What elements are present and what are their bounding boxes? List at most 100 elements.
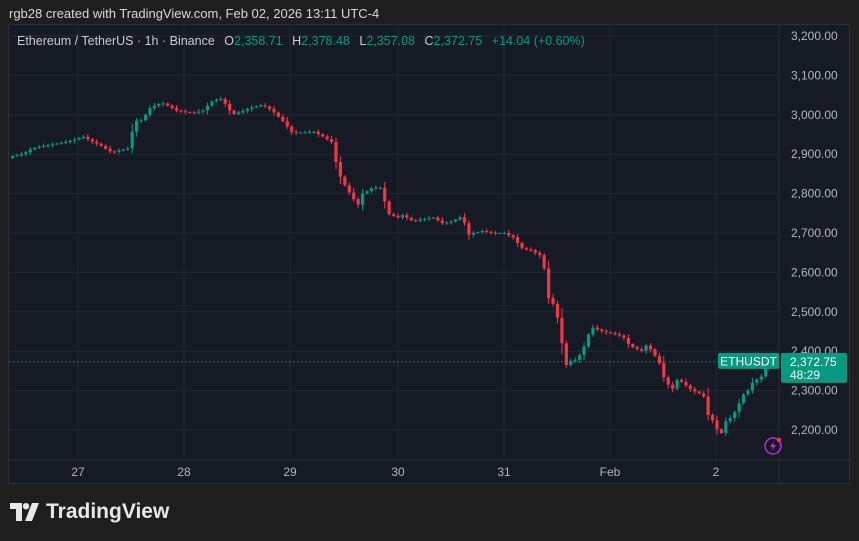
last-price-value: 2,372.75 bbox=[790, 355, 837, 369]
candle-body bbox=[582, 346, 586, 356]
candle-body bbox=[724, 421, 728, 434]
candle-body bbox=[90, 139, 94, 142]
low-label: L bbox=[359, 34, 367, 48]
candle-body bbox=[329, 139, 334, 142]
candle-body bbox=[387, 201, 391, 215]
symbol-label: Ethereum / TetherUS · 1h · Binance bbox=[17, 34, 215, 48]
candle-body bbox=[46, 145, 50, 147]
candle-body bbox=[511, 235, 515, 238]
candle-body bbox=[391, 214, 396, 216]
candle-body bbox=[383, 187, 387, 202]
candle-body bbox=[148, 108, 152, 115]
candle-body bbox=[644, 345, 648, 351]
y-tick-label: 2,300.00 bbox=[791, 384, 838, 398]
candle-body bbox=[334, 141, 338, 163]
candle-body bbox=[316, 131, 320, 135]
candle-body bbox=[746, 390, 750, 395]
candle-body bbox=[418, 219, 422, 221]
candle-body bbox=[374, 187, 378, 189]
candle-body bbox=[737, 403, 741, 413]
candle-body bbox=[485, 231, 489, 233]
candle-body bbox=[104, 145, 108, 149]
candle-body bbox=[520, 242, 524, 249]
candle-body bbox=[715, 420, 719, 430]
candle-body bbox=[679, 379, 684, 382]
candle-body bbox=[396, 215, 400, 218]
candle-body bbox=[547, 268, 551, 299]
candle-body bbox=[542, 255, 546, 269]
candle-body bbox=[210, 101, 214, 106]
candle-body bbox=[143, 114, 148, 121]
candle-body bbox=[755, 379, 759, 383]
candle-body bbox=[33, 147, 37, 150]
candle-body bbox=[157, 104, 161, 106]
chart-panel[interactable]: 2,200.00 2,300.00 2,400.00 2,500.00 2,600.00… bbox=[8, 24, 851, 485]
candle-body bbox=[480, 231, 484, 233]
candle-body bbox=[498, 233, 502, 234]
candle-body bbox=[245, 108, 249, 111]
candle-body bbox=[653, 349, 657, 356]
candle-body bbox=[11, 156, 15, 159]
candle-body bbox=[166, 103, 170, 106]
candle-body bbox=[281, 116, 285, 122]
y-tick-label: 2,800.00 bbox=[791, 187, 838, 201]
x-tick-label: 29 bbox=[283, 465, 297, 479]
candle-body bbox=[462, 217, 467, 224]
candle-body bbox=[595, 327, 599, 330]
candle-body bbox=[551, 298, 555, 304]
candle-body bbox=[750, 382, 755, 391]
candle-body bbox=[86, 136, 90, 140]
candle-body bbox=[50, 144, 55, 146]
candle-body bbox=[174, 108, 179, 111]
candle-body bbox=[675, 379, 679, 389]
candle-body bbox=[219, 99, 223, 101]
candle-body bbox=[422, 218, 427, 220]
y-tick-label: 2,200.00 bbox=[791, 423, 838, 437]
open-label: O bbox=[224, 34, 235, 48]
y-tick-label: 2,600.00 bbox=[791, 265, 838, 279]
candle-body bbox=[356, 199, 360, 205]
tradingview-logo[interactable]: TradingView bbox=[10, 500, 169, 524]
candle-body bbox=[728, 418, 732, 422]
candle-body bbox=[68, 140, 72, 142]
y-tick-label: 2,700.00 bbox=[791, 226, 838, 240]
candle-body bbox=[613, 333, 617, 335]
candle-body bbox=[414, 220, 418, 222]
candle-body bbox=[161, 103, 165, 105]
candle-body bbox=[657, 355, 661, 364]
candle-body bbox=[263, 105, 267, 107]
high-value: 2,378.48 bbox=[301, 34, 350, 48]
candle-body bbox=[427, 218, 431, 220]
candle-body bbox=[400, 215, 405, 218]
candle-body bbox=[764, 367, 768, 377]
candle-body bbox=[578, 355, 582, 360]
candle-body bbox=[170, 105, 174, 109]
candle-body bbox=[706, 396, 710, 416]
candle-body bbox=[232, 110, 236, 115]
candle-body bbox=[325, 136, 329, 140]
candle-body bbox=[99, 143, 103, 146]
candle-body bbox=[635, 347, 639, 350]
candle-body bbox=[560, 317, 564, 344]
candle-body bbox=[188, 112, 192, 114]
y-tick-label: 3,100.00 bbox=[791, 68, 838, 82]
candle-body bbox=[95, 141, 99, 144]
candle-body bbox=[59, 142, 63, 144]
candle-body bbox=[352, 192, 356, 200]
y-tick-label: 3,000.00 bbox=[791, 108, 838, 122]
lightning-bolt-icon[interactable] bbox=[764, 437, 782, 455]
candle-body bbox=[152, 105, 156, 109]
candle-body bbox=[267, 106, 272, 109]
candle-body bbox=[360, 193, 365, 205]
candle-body bbox=[121, 149, 125, 151]
candle-body bbox=[365, 191, 369, 194]
candle-body bbox=[702, 393, 706, 397]
candle-body bbox=[719, 429, 723, 434]
candle-body bbox=[214, 99, 218, 102]
candle-body bbox=[626, 337, 630, 345]
candle-body bbox=[666, 377, 670, 385]
candle-body bbox=[250, 107, 254, 109]
candle-body bbox=[759, 376, 763, 380]
candlestick-chart[interactable]: 2,200.002,300.002,400.002,500.002,600.00… bbox=[9, 25, 851, 485]
candle-body bbox=[285, 121, 289, 127]
